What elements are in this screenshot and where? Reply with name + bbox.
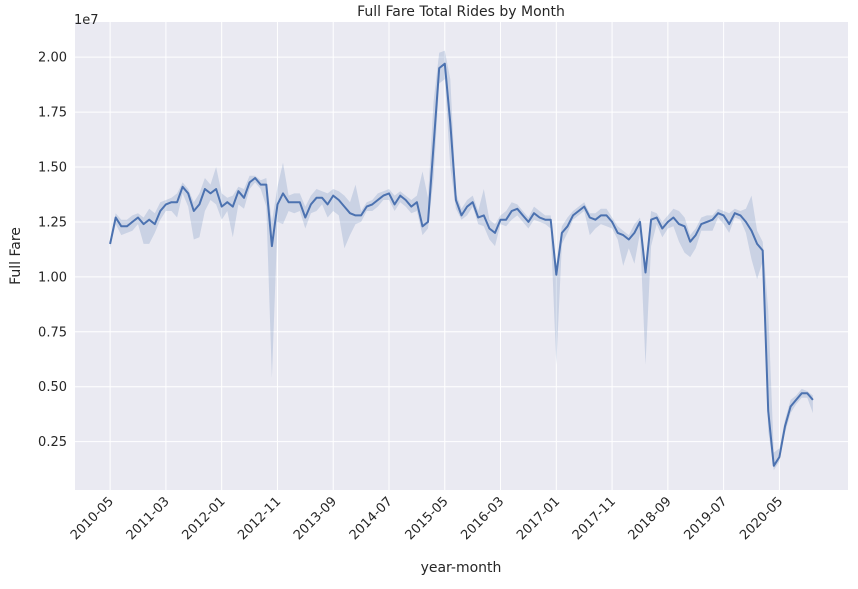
chart-title: Full Fare Total Rides by Month [357,4,565,20]
y-tick-label: 0.50 [38,380,67,395]
y-tick-label: 2.00 [38,51,67,66]
y-tick-label: 1.75 [38,106,67,121]
y-tick-label: 1.25 [38,215,67,230]
x-tick-label: 2019-07 [681,494,730,543]
x-tick-label: 2017-11 [570,494,619,543]
y-offset-label: 1e7 [74,13,99,28]
x-tick-label: 2013-09 [291,494,340,543]
x-tick-label: 2012-01 [179,494,228,543]
y-tick-label: 1.50 [38,161,67,176]
y-tick-label: 1.00 [38,270,67,285]
x-tick-label: 2015-05 [403,494,452,543]
x-tick-label: 2016-03 [458,494,507,543]
y-tick-label: 0.25 [38,435,67,450]
data-line [109,62,814,467]
x-tick-label: 2020-05 [737,494,786,543]
x-tick-label: 2014-07 [347,494,396,543]
x-tick-label: 2011-03 [124,494,173,543]
x-tick-label: 2018-09 [626,494,675,543]
y-tick-label: 0.75 [38,325,67,340]
y-axis-label: Full Fare [8,227,24,285]
x-axis-label: year-month [421,560,502,576]
plot-background [75,22,848,490]
x-tick-label: 2017-01 [514,494,563,543]
x-tick-label: 2010-05 [68,494,117,543]
x-tick-label: 2012-11 [235,494,284,543]
